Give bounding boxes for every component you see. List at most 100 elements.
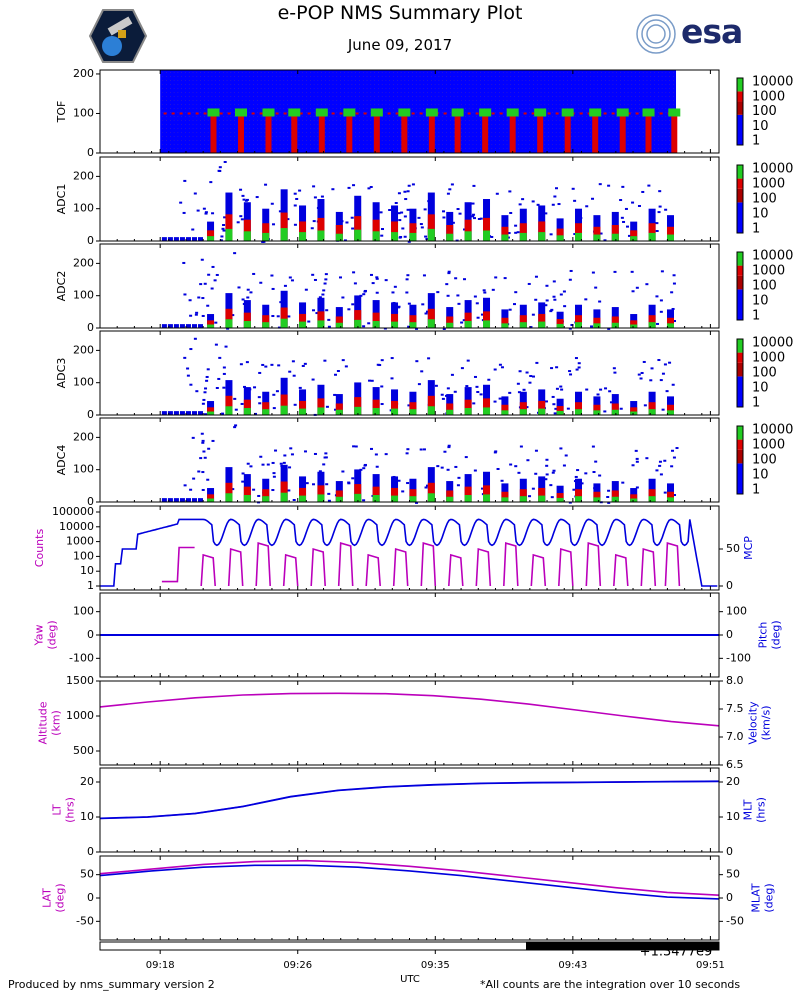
adc-scatter-point	[661, 372, 665, 375]
adc4-colorbar-segment	[737, 463, 743, 494]
tof-pulse-peak	[642, 108, 655, 117]
adc-scatter-point	[384, 453, 388, 456]
adc-scatter-point	[367, 187, 371, 190]
adc-scatter-point	[209, 181, 213, 184]
tof-pulse-bar	[373, 111, 380, 153]
adc-scatter-point	[531, 487, 535, 490]
adc-scatter-point	[407, 240, 411, 243]
adc1-ytick-label: 200	[73, 169, 94, 182]
adc4-colorbar-label: 1	[752, 483, 760, 498]
adc-scatter-point	[272, 475, 276, 478]
adc-scatter-point	[655, 295, 659, 298]
adc-scatter-point	[397, 479, 401, 482]
adc-scatter-point	[401, 490, 405, 493]
adc-column-green	[648, 496, 656, 502]
adc-column-green	[225, 319, 233, 328]
tof-pulse-bar	[265, 111, 272, 153]
adc-scatter-point	[380, 359, 384, 362]
adc-scatter-point	[508, 308, 512, 311]
adc-column-green	[335, 233, 343, 241]
adc-scatter-point	[670, 291, 674, 294]
counts-ytick-label: 1	[87, 579, 94, 592]
adc-scatter-point	[645, 283, 649, 286]
adc-scatter-point	[277, 364, 281, 367]
adc-scatter-point	[380, 228, 384, 231]
adc-column-red	[335, 403, 343, 415]
adc-scatter-point	[239, 363, 243, 366]
adc-scatter-point	[202, 207, 206, 210]
adc-scatter-point	[534, 449, 538, 452]
adc3-ylabel: ADC3	[55, 358, 68, 389]
adc-scatter-point	[424, 235, 428, 238]
adc-scatter-point	[641, 190, 645, 193]
adc-column-red	[666, 317, 674, 328]
adc-scatter-point	[613, 270, 617, 273]
adc1-colorbar-label: 1000	[752, 177, 785, 192]
adc-lowrate-column	[185, 498, 191, 502]
adc-scatter-point	[259, 281, 263, 284]
adc1-colorbar-segment	[737, 178, 743, 189]
adc-column-green	[648, 322, 656, 328]
adc-scatter-point	[658, 205, 662, 208]
adc-scatter-point	[304, 288, 308, 291]
pitch-ytick-label: -100	[726, 651, 751, 664]
adc-column-red	[538, 313, 546, 328]
adc-scatter-point	[585, 205, 589, 208]
epop-mission-logo	[88, 9, 148, 63]
adc-scatter-point	[258, 402, 262, 405]
adc-column-red	[391, 221, 399, 241]
adc-scatter-point	[233, 426, 237, 429]
adc-scatter-point	[206, 478, 210, 481]
adc-column-red	[666, 404, 674, 415]
adc-column-green	[299, 495, 307, 502]
adc-scatter-point	[564, 454, 568, 457]
adc-column-red	[409, 489, 417, 502]
adc-scatter-point	[475, 385, 479, 388]
adc2-colorbar-label: 1	[752, 309, 760, 324]
adc-scatter-point	[640, 371, 644, 374]
adc-column-green	[501, 323, 509, 328]
adc-column-red	[501, 317, 509, 328]
footer-producer: Produced by nms_summary version 2	[8, 978, 215, 991]
adc-column-red	[427, 214, 435, 241]
adc-scatter-point	[658, 460, 662, 463]
adc-scatter-point	[403, 215, 407, 218]
adc-scatter-point	[626, 225, 630, 228]
mlat-ylabel-line: MLAT	[750, 883, 763, 913]
adc-column-red	[207, 320, 215, 328]
counts-pulse	[310, 547, 326, 587]
adc-scatter-point	[183, 484, 187, 487]
tof-ytick-label: 0	[87, 146, 94, 159]
adc-column-green	[593, 410, 601, 415]
adc-column-green	[575, 409, 583, 415]
adc-column-red	[391, 487, 399, 502]
adc-scatter-point	[535, 361, 539, 364]
adc-column-green	[225, 228, 233, 241]
adc-scatter-point	[668, 361, 672, 364]
adc-scatter-point	[388, 208, 392, 211]
adc2-colorbar-segment	[737, 289, 743, 320]
adc-scatter-point	[375, 276, 379, 279]
adc-scatter-point	[390, 377, 394, 380]
counts-trace-start	[161, 546, 195, 583]
mlt-trace	[99, 780, 720, 820]
adc-scatter-point	[494, 450, 498, 453]
adc-scatter-point	[447, 446, 451, 449]
adc-scatter-point	[555, 187, 559, 190]
adc-scatter-point	[569, 269, 573, 272]
adc-column-green	[483, 407, 491, 415]
altitude-ylabel-line: (km)	[50, 710, 63, 736]
mlt-ytick-label: 20	[726, 775, 740, 788]
adc-scatter-point	[643, 404, 647, 407]
tof-pulse-bar	[645, 111, 652, 153]
adc2-ytick-label: 100	[73, 289, 94, 302]
adc-column-red	[317, 398, 325, 415]
adc-scatter-point	[286, 218, 290, 221]
adc-scatter-point	[598, 183, 602, 186]
adc-scatter-point	[202, 398, 206, 401]
adc-column-green	[354, 229, 362, 241]
adc-column-red	[611, 225, 619, 241]
adc-scatter-point	[210, 287, 214, 290]
mcp-ytick-label: 50	[726, 542, 740, 555]
adc-scatter-point	[672, 282, 676, 285]
